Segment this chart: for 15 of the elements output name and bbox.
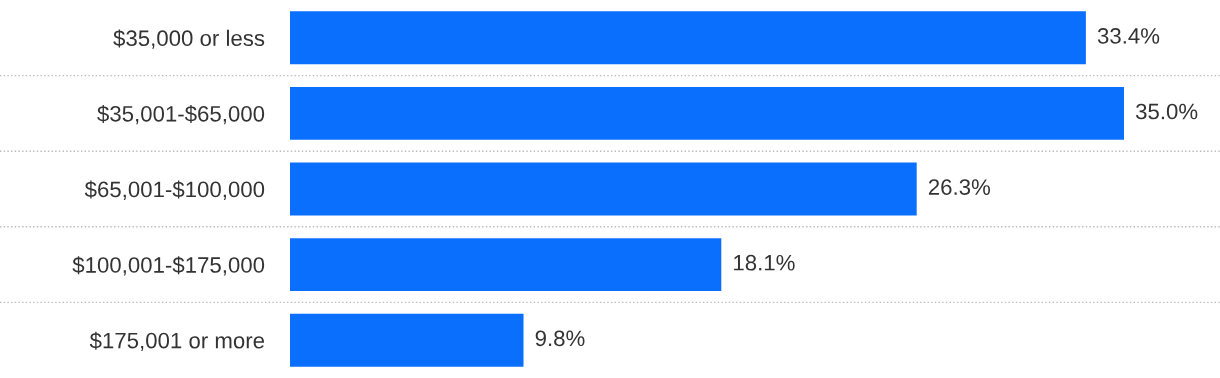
- bar: [290, 238, 722, 292]
- y-tick-label: $175,001 or more: [89, 331, 265, 352]
- y-tick-label: $65,001-$100,000: [84, 180, 265, 200]
- y-tick-label: $100,001-$175,000: [72, 256, 265, 276]
- data-label: 26.3%: [928, 179, 991, 195]
- bar: [290, 313, 524, 367]
- data-label: 18.1%: [734, 254, 795, 271]
- y-tick-label: $35,000 or less: [113, 29, 265, 49]
- y-tick-label: $35,001-$65,000: [97, 105, 265, 125]
- data-label: 35.0%: [1135, 103, 1198, 120]
- data-label: 9.8%: [535, 330, 585, 347]
- data-label: 33.4%: [1097, 28, 1160, 44]
- bar: [290, 86, 1124, 140]
- bar: [290, 162, 917, 216]
- bar: [290, 11, 1086, 65]
